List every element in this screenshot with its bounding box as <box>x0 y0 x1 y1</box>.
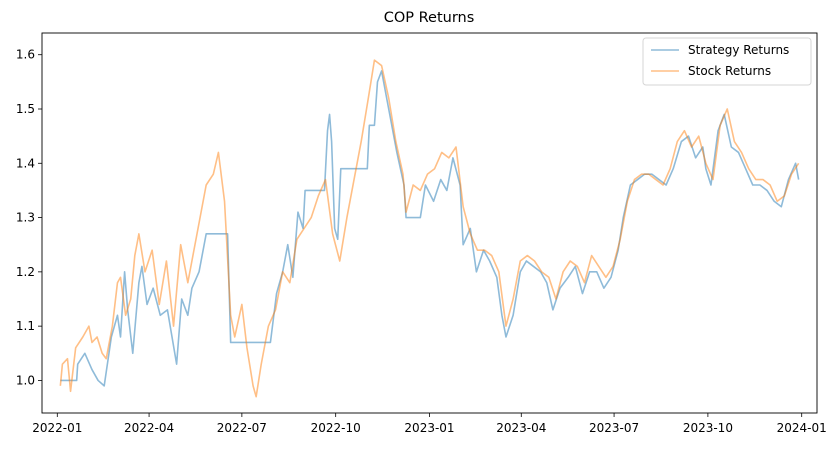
legend: Strategy Returns Stock Returns <box>642 37 812 86</box>
y-tick-label: 1.6 <box>16 48 35 62</box>
series-line-strategy-returns <box>60 70 800 387</box>
chart-title: COP Returns <box>384 10 475 26</box>
legend-label-strategy-returns: Strategy Returns <box>688 43 789 57</box>
x-tick-label: 2023-10 <box>683 421 733 435</box>
legend-box <box>642 37 812 86</box>
series-line-stock-returns <box>59 59 800 398</box>
x-tick-label: 2022-01 <box>32 421 82 435</box>
y-tick-label: 1.2 <box>16 265 35 279</box>
x-tick-label: 2022-04 <box>124 421 174 435</box>
series-layer <box>59 59 800 398</box>
x-tick-label: 2023-01 <box>404 421 454 435</box>
y-tick-label: 1.1 <box>16 319 35 333</box>
x-tick-label: 2022-10 <box>311 421 361 435</box>
y-axis: 1.0 1.1 1.2 1.3 1.4 1.5 1.6 <box>16 48 42 387</box>
y-tick-label: 1.3 <box>16 211 35 225</box>
y-tick-label: 1.5 <box>16 102 35 116</box>
y-tick-label: 1.4 <box>16 156 35 170</box>
legend-label-stock-returns: Stock Returns <box>688 64 771 78</box>
x-tick-label: 2022-07 <box>217 421 267 435</box>
x-axis: 2022-01 2022-04 2022-07 2022-10 2023-01 2023-… <box>32 413 826 435</box>
y-tick-label: 1.0 <box>16 373 35 387</box>
plot-area <box>41 32 818 414</box>
x-tick-label: 2023-04 <box>496 421 546 435</box>
x-tick-label: 2023-07 <box>589 421 639 435</box>
x-tick-label: 2024-01 <box>777 421 826 435</box>
plot-background <box>42 33 817 413</box>
